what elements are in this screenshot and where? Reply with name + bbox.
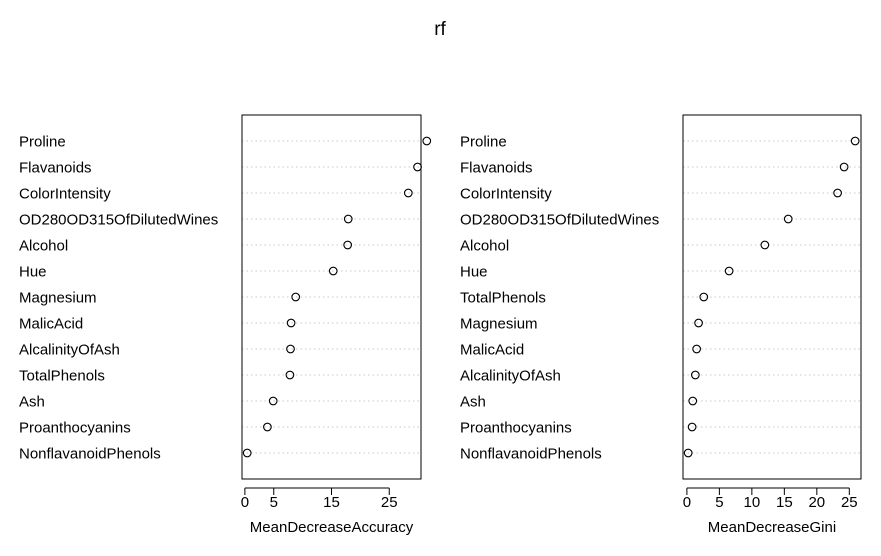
data-point (343, 240, 353, 250)
panel-1: Proline Flavanoids ColorIntensity OD280OD31… (19, 114, 432, 536)
category-label: Hue (19, 264, 47, 281)
x-axis-label: MeanDecreaseAccuracy (250, 519, 414, 536)
data-point (291, 292, 301, 302)
x-tick-label: 20 (808, 494, 825, 511)
category-label: Flavanoids (19, 160, 92, 177)
category-label: Hue (460, 264, 488, 281)
category-label: TotalPhenols (460, 290, 546, 307)
x-tick-label: 5 (270, 494, 278, 511)
data-point (850, 136, 860, 146)
x-tick-label: 0 (683, 494, 691, 511)
x-tick-label: 5 (715, 494, 723, 511)
plot-frame (241, 114, 422, 480)
data-point (724, 266, 734, 276)
plot-frame (682, 114, 862, 480)
category-label: Ash (460, 394, 486, 411)
data-point (688, 396, 698, 406)
data-point (242, 448, 252, 458)
category-label: NonflavanoidPhenols (460, 446, 602, 463)
category-label: Magnesium (460, 316, 538, 333)
data-point (699, 292, 709, 302)
data-point (328, 266, 338, 276)
category-label: Proanthocyanins (460, 420, 572, 437)
category-label: NonflavanoidPhenols (19, 446, 161, 463)
category-label: ColorIntensity (460, 186, 552, 203)
data-point (687, 422, 697, 432)
x-tick-label: 25 (381, 494, 398, 511)
data-point (694, 318, 703, 328)
category-label: AlcalinityOfAsh (19, 342, 120, 359)
data-point (760, 240, 770, 250)
x-tick-label: 25 (841, 494, 858, 511)
data-point (692, 344, 701, 354)
category-label: Proanthocyanins (19, 420, 131, 437)
data-point (833, 188, 842, 198)
category-label: ColorIntensity (19, 186, 111, 203)
x-tick-label: 10 (744, 494, 761, 511)
category-label: TotalPhenols (19, 368, 105, 385)
data-point (422, 136, 432, 146)
panel-2: Proline Flavanoids ColorIntensity OD280OD31… (460, 114, 862, 536)
category-label: MalicAcid (460, 342, 524, 359)
data-point (839, 162, 849, 172)
category-label: Magnesium (19, 290, 97, 307)
category-label: Ash (19, 394, 45, 411)
data-point (683, 448, 693, 458)
data-point (403, 188, 413, 198)
data-point (286, 318, 296, 328)
category-label: Proline (19, 134, 66, 151)
category-label: AlcalinityOfAsh (460, 368, 561, 385)
category-label: Alcohol (460, 238, 509, 255)
data-point (286, 344, 295, 354)
data-point (343, 214, 353, 224)
category-label: OD280OD315OfDilutedWines (460, 212, 659, 229)
category-label: Proline (460, 134, 507, 151)
chart-title: rf (434, 19, 446, 40)
data-point (263, 422, 272, 432)
data-point (783, 214, 793, 224)
data-point (285, 370, 295, 380)
x-tick-label: 15 (323, 494, 340, 511)
x-axis-label: MeanDecreaseGini (708, 519, 836, 536)
x-tick-label: 0 (241, 494, 249, 511)
data-point (690, 370, 700, 380)
x-tick-label: 15 (776, 494, 793, 511)
panels: Proline Flavanoids ColorIntensity OD280OD31… (19, 114, 862, 536)
category-label: MalicAcid (19, 316, 83, 333)
category-label: Flavanoids (460, 160, 533, 177)
category-label: OD280OD315OfDilutedWines (19, 212, 218, 229)
category-label: Alcohol (19, 238, 68, 255)
data-point (268, 396, 278, 406)
